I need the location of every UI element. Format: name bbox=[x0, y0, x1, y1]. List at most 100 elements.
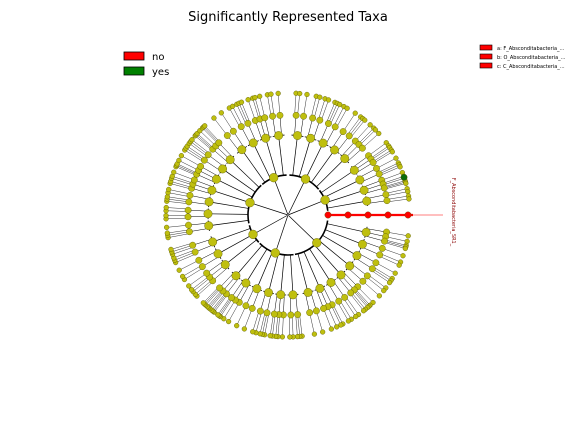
taxon-node bbox=[248, 304, 256, 312]
taxon-node bbox=[406, 196, 412, 202]
branch-line bbox=[198, 281, 214, 295]
taxon-node bbox=[270, 248, 280, 258]
branch-line bbox=[372, 151, 390, 162]
taxon-node bbox=[400, 253, 406, 259]
branch-line bbox=[204, 286, 219, 302]
clade-legend: a: F_Absconditabacteria_... b: O_Abscond… bbox=[479, 44, 566, 70]
taxon-node bbox=[382, 191, 390, 199]
legend-swatch-no bbox=[123, 51, 145, 61]
taxon-node bbox=[207, 185, 217, 195]
taxon-node bbox=[306, 309, 314, 317]
branch-line bbox=[316, 158, 346, 188]
taxon-node bbox=[337, 101, 343, 108]
taxon-node bbox=[188, 287, 195, 293]
taxon-node bbox=[241, 326, 247, 332]
branch-line bbox=[256, 311, 262, 331]
branch-line bbox=[355, 288, 369, 304]
taxon-node bbox=[320, 305, 327, 312]
taxon-node bbox=[359, 277, 367, 285]
branch-line bbox=[339, 300, 351, 318]
taxon-node bbox=[315, 283, 325, 293]
branch-line bbox=[337, 301, 348, 320]
taxon-node bbox=[372, 127, 379, 133]
taxon-node bbox=[166, 186, 172, 193]
branch-line bbox=[174, 176, 194, 184]
branch-line bbox=[186, 150, 204, 162]
taxon-node bbox=[339, 128, 347, 135]
taxon-node bbox=[261, 133, 271, 143]
taxon-node bbox=[275, 90, 281, 96]
taxon-node bbox=[359, 185, 369, 195]
taxon-node bbox=[186, 283, 192, 289]
root-node bbox=[287, 214, 289, 216]
branch-line bbox=[168, 210, 189, 212]
branch-line bbox=[287, 214, 318, 244]
taxon-node bbox=[376, 293, 382, 299]
taxon-node bbox=[267, 333, 273, 339]
taxon-node bbox=[176, 157, 182, 164]
taxon-node bbox=[231, 271, 241, 281]
branch-line bbox=[380, 253, 399, 262]
branch-line bbox=[345, 296, 358, 314]
branch-line bbox=[336, 109, 347, 128]
taxon-node bbox=[292, 111, 300, 119]
highlight-node bbox=[344, 211, 352, 219]
branch-line bbox=[297, 253, 309, 293]
taxon-node bbox=[325, 97, 332, 103]
taxon-node bbox=[312, 238, 322, 248]
taxon-node bbox=[279, 334, 285, 340]
taxon-node bbox=[294, 311, 302, 318]
branch-line bbox=[383, 178, 403, 186]
branch-line bbox=[292, 135, 298, 176]
branch-line bbox=[331, 305, 341, 324]
taxon-node bbox=[325, 120, 332, 127]
branch-line bbox=[203, 129, 219, 144]
taxon-node bbox=[164, 230, 170, 236]
taxon-node bbox=[252, 94, 258, 101]
taxon-node bbox=[311, 331, 318, 337]
branch-line bbox=[318, 240, 350, 267]
taxon-node bbox=[380, 184, 388, 192]
taxon-node bbox=[234, 323, 240, 329]
taxon-node bbox=[202, 123, 208, 129]
taxon-node bbox=[242, 302, 250, 310]
branch-line bbox=[172, 181, 192, 188]
legend-swatch-yes bbox=[123, 66, 145, 76]
taxon-node bbox=[171, 169, 177, 175]
taxon-node bbox=[197, 162, 205, 170]
taxon-node bbox=[208, 237, 218, 247]
branch-line bbox=[294, 95, 297, 116]
branch-line bbox=[217, 234, 254, 255]
branch-line bbox=[326, 223, 367, 233]
branch-line bbox=[385, 188, 406, 194]
branch-line bbox=[378, 163, 397, 173]
branch-line bbox=[206, 288, 221, 304]
taxon-node bbox=[367, 122, 373, 128]
taxon-node bbox=[393, 155, 399, 161]
branch-line bbox=[235, 245, 263, 276]
taxon-node bbox=[316, 116, 324, 124]
taxon-node bbox=[288, 290, 298, 300]
taxon-node bbox=[220, 260, 230, 270]
taxon-node bbox=[330, 145, 339, 155]
taxon-node bbox=[184, 206, 192, 214]
branch-line bbox=[186, 267, 204, 279]
branch-line bbox=[208, 213, 249, 215]
taxon-node bbox=[347, 289, 355, 297]
branch-line bbox=[347, 118, 360, 135]
taxon-node bbox=[269, 173, 279, 183]
branch-line bbox=[242, 103, 251, 123]
taxon-node bbox=[211, 115, 217, 121]
branch-line bbox=[384, 239, 405, 246]
branch-line bbox=[196, 279, 213, 294]
branch-line bbox=[221, 298, 233, 316]
taxon-node bbox=[300, 174, 311, 184]
branch-line bbox=[170, 189, 191, 195]
branch-line bbox=[260, 312, 266, 332]
branch-line bbox=[387, 199, 407, 203]
taxon-node bbox=[381, 237, 388, 245]
legend: no yes bbox=[123, 51, 169, 78]
branch-line bbox=[184, 265, 202, 276]
branch-line bbox=[332, 304, 343, 323]
